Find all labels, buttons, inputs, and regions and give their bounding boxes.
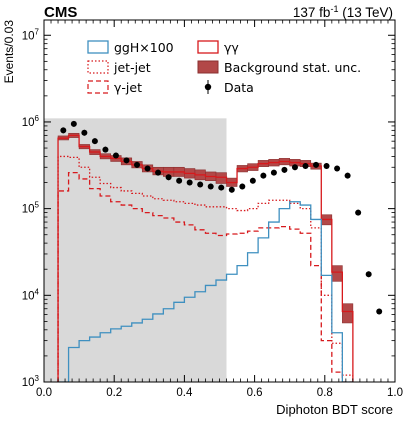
plot-area <box>44 118 383 382</box>
legend-swatch-ggh <box>87 40 109 54</box>
legend-label-ggh: ggH×100 <box>114 40 174 55</box>
hist-gammajet <box>57 172 353 382</box>
data-point <box>123 157 130 164</box>
data-point <box>313 161 320 168</box>
data-point <box>239 183 246 190</box>
legend-label-data: Data <box>224 80 254 95</box>
data-point <box>102 146 109 153</box>
data-point <box>323 163 330 170</box>
legend-label-gg: γγ <box>224 40 239 55</box>
data-points <box>60 120 383 315</box>
axes: 0.0 0.2 0.4 0.6 0.8 1.0 103 104 105 106 107 <box>22 20 403 399</box>
legend-swatch-gammajet <box>87 80 109 94</box>
x-tick-label: 0.2 <box>106 387 122 399</box>
data-point <box>186 179 193 186</box>
y-tick-label: 106 <box>22 114 40 129</box>
data-point <box>134 161 141 168</box>
legend-swatch-band <box>197 60 219 74</box>
shaded-region <box>44 118 227 382</box>
x-axis-label: Diphoton BDT score <box>276 402 393 417</box>
band-bin <box>331 265 343 282</box>
legend-swatch-jetjet <box>87 60 109 74</box>
legend-item-ggh: ggH×100 <box>87 40 174 55</box>
data-point <box>270 169 277 176</box>
data-point <box>355 209 362 216</box>
luminosity-label: 137 fb-1 (13 TeV) <box>293 4 393 20</box>
legend-item-jetjet: jet-jet <box>87 60 151 75</box>
y-tick-label: 103 <box>22 374 40 389</box>
legend-item-gg: γγ <box>197 40 239 55</box>
legend-swatch-gg <box>197 40 219 54</box>
data-point <box>344 172 351 179</box>
lumi-exponent: -1 <box>330 4 338 14</box>
data-point <box>197 181 204 188</box>
data-point <box>281 166 288 173</box>
x-tick-label: 0.0 <box>36 387 52 399</box>
data-point <box>91 138 98 145</box>
cms-label: CMS <box>44 4 77 21</box>
data-point <box>81 129 88 136</box>
x-tick-label: 0.8 <box>317 387 333 399</box>
data-point <box>365 271 372 278</box>
legend-label-band: Background stat. unc. <box>224 60 361 75</box>
band-bin <box>215 172 227 184</box>
legend-label-gammajet: γ-jet <box>114 80 142 95</box>
data-point <box>334 165 341 172</box>
lumi-value: 137 fb <box>293 5 331 20</box>
x-tick-label: 0.6 <box>247 387 263 399</box>
data-point <box>376 308 383 315</box>
data-point <box>207 183 214 190</box>
data-point <box>228 186 235 193</box>
data-point <box>249 177 256 184</box>
x-tick-label: 0.4 <box>176 387 193 399</box>
y-tick-label: 107 <box>22 27 40 42</box>
data-point <box>155 169 162 176</box>
legend-label-jetjet: jet-jet <box>113 60 151 75</box>
legend-item-band: Background stat. unc. <box>197 60 361 75</box>
data-point <box>70 120 77 127</box>
lumi-energy: (13 TeV) <box>338 5 393 20</box>
data-point <box>165 174 172 181</box>
data-point <box>260 172 267 179</box>
data-point <box>144 165 151 172</box>
data-point <box>218 184 225 191</box>
data-point <box>176 177 183 184</box>
legend-item-gammajet: γ-jet <box>87 80 142 95</box>
y-axis-label: Events/0.03 <box>2 20 16 84</box>
legend-data-marker <box>204 83 212 91</box>
legend-item-data: Data <box>204 80 254 95</box>
data-point <box>291 164 298 171</box>
data-point <box>60 127 67 134</box>
data-point <box>112 152 119 159</box>
hist-ggH <box>58 201 353 382</box>
y-tick-label: 104 <box>22 287 40 302</box>
band-bin <box>342 303 354 324</box>
y-tick-label: 105 <box>22 201 40 216</box>
x-tick-label: 1.0 <box>387 387 403 399</box>
data-point <box>302 163 309 170</box>
legend: ggH×100 jet-jet γ-jet γγ Background stat… <box>87 40 361 95</box>
